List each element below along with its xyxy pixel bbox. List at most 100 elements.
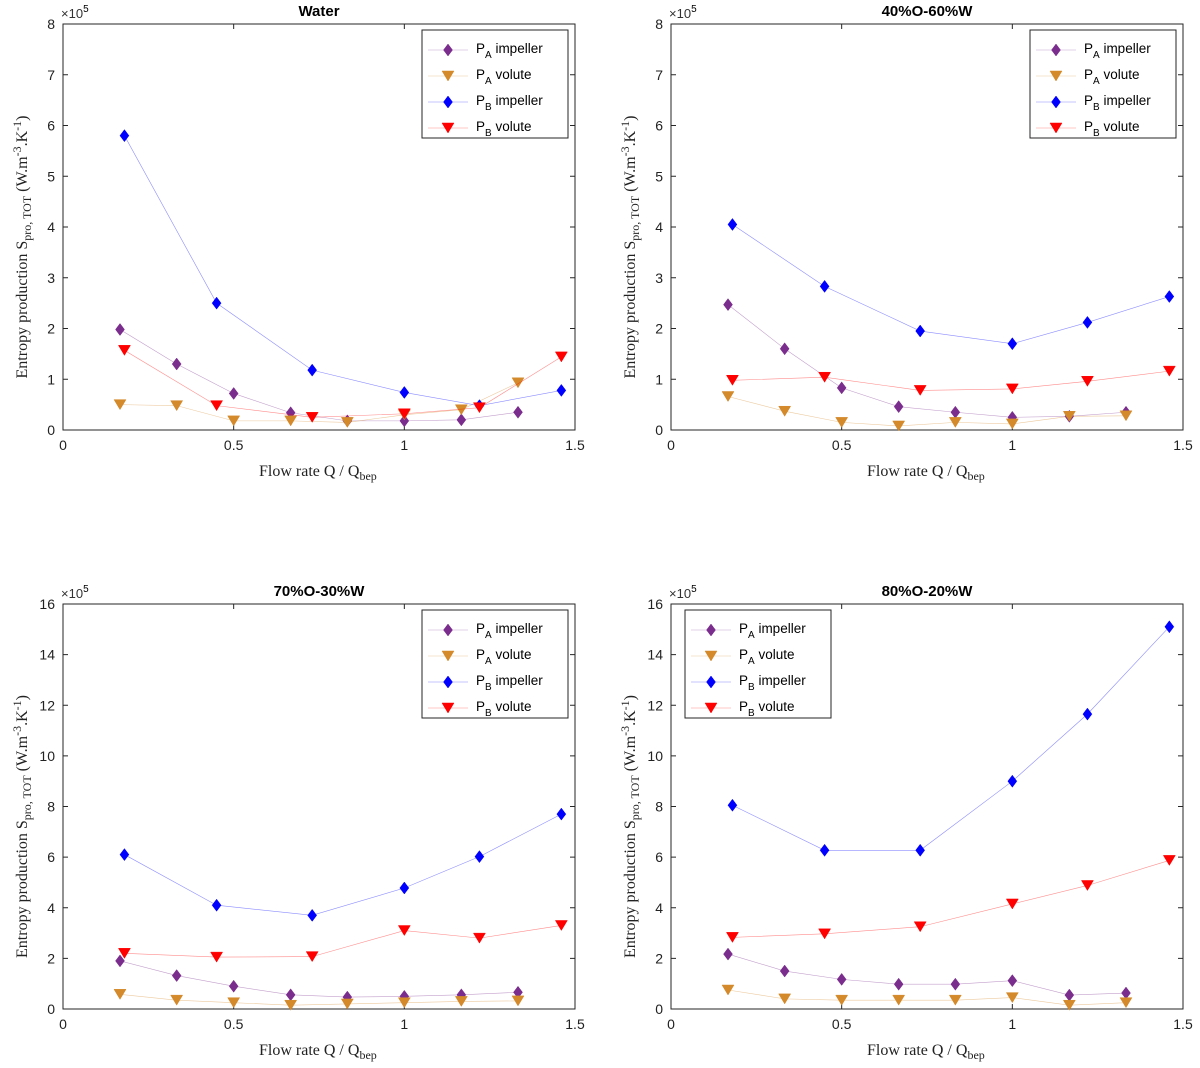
y-multiplier: ×105 xyxy=(669,584,697,601)
y-tick-label: 8 xyxy=(655,16,663,32)
legend-marker xyxy=(441,702,455,714)
legend-entry: PB volute xyxy=(739,699,794,719)
data-point xyxy=(819,843,830,857)
data-point xyxy=(554,351,568,363)
data-point xyxy=(399,386,410,399)
data-point xyxy=(1162,855,1176,866)
y-tick-label: 16 xyxy=(39,596,55,612)
y-tick-label: 6 xyxy=(47,118,55,134)
data-point xyxy=(1119,997,1133,1009)
data-point xyxy=(554,920,568,931)
data-point xyxy=(723,298,733,312)
data-point xyxy=(725,375,739,386)
y-axis-label: Entropy production Spro, TOT (W.m-3.K-1) xyxy=(10,695,34,958)
x-axis-label: Flow rate Q / Qbep xyxy=(259,463,377,483)
y-tick-label: 3 xyxy=(655,270,663,286)
data-point xyxy=(836,381,847,395)
data-point xyxy=(1164,290,1175,303)
series-line xyxy=(727,304,1127,418)
chart-panel-2: 40%O-60%W 0 0.5 1 1.5 0 1 2 3 4 5 6 7 8 ×105 Flow rate … xyxy=(618,3,1193,483)
data-point xyxy=(1062,411,1076,422)
x-tick-label: 0 xyxy=(59,1016,67,1032)
y-tick-label: 2 xyxy=(655,321,663,337)
y-tick-label: 0 xyxy=(47,1001,55,1017)
series-line xyxy=(124,925,562,958)
data-point xyxy=(727,798,738,812)
x-tick-label: 1 xyxy=(1008,437,1016,453)
data-point xyxy=(1005,418,1019,430)
legend-marker xyxy=(704,650,718,662)
legend-marker xyxy=(443,623,453,637)
data-point xyxy=(779,342,790,356)
data-point xyxy=(117,345,131,356)
y-tick-label: 6 xyxy=(47,849,55,865)
y-tick-label: 12 xyxy=(39,697,55,713)
data-point xyxy=(913,385,927,396)
y-tick-label: 0 xyxy=(655,1001,663,1017)
data-point xyxy=(397,925,411,937)
data-point xyxy=(948,994,962,1006)
legend-marker xyxy=(443,43,453,57)
x-tick-label: 1.5 xyxy=(565,437,585,453)
y-tick-label: 7 xyxy=(47,67,55,83)
series-line xyxy=(124,135,562,406)
legend-entry: PB volute xyxy=(476,699,531,719)
data-point xyxy=(1080,880,1094,891)
data-point xyxy=(284,415,298,427)
data-point xyxy=(454,996,468,1007)
data-point xyxy=(836,972,847,986)
series-line xyxy=(727,953,1127,996)
y-multiplier: ×105 xyxy=(61,4,89,21)
series-line xyxy=(732,860,1170,938)
data-point xyxy=(340,417,354,428)
data-point xyxy=(818,371,832,383)
y-tick-label: 8 xyxy=(655,799,663,815)
data-point xyxy=(340,998,354,1010)
data-point xyxy=(399,414,410,428)
y-tick-label: 1 xyxy=(655,371,663,387)
series-2 xyxy=(113,989,525,1011)
chart-title: 80%O-20%W xyxy=(882,583,974,600)
series-4 xyxy=(725,855,1176,943)
data-point xyxy=(1005,992,1019,1004)
data-point xyxy=(778,405,792,417)
data-point xyxy=(307,363,317,377)
y-tick-label: 16 xyxy=(647,596,663,612)
legend-marker xyxy=(443,675,453,689)
series-1 xyxy=(723,947,1131,1002)
data-point xyxy=(113,399,127,411)
legend-entry: PA impeller xyxy=(739,621,806,641)
y-tick-label: 3 xyxy=(47,270,55,286)
y-axis-label: Entropy production Spro, TOT (W.m-3.K-1) xyxy=(10,116,34,379)
chart-panel-4: 80%O-20%W 0 0.5 1 1.5 0 2 4 6 8 10 12 14 16 ×105 Flow r… xyxy=(618,583,1193,1062)
series-line xyxy=(124,350,562,418)
data-point xyxy=(1007,774,1018,788)
legend-marker xyxy=(441,650,455,662)
data-point xyxy=(227,997,241,1009)
data-point xyxy=(1007,974,1018,988)
x-axis-label: Flow rate Q / Qbep xyxy=(259,1042,377,1062)
legend-box xyxy=(421,29,569,139)
data-point xyxy=(397,997,411,1009)
y-tick-label: 8 xyxy=(47,16,55,32)
y-tick-label: 4 xyxy=(655,219,663,235)
legend-entry: PA impeller xyxy=(476,621,543,641)
series-3 xyxy=(119,807,567,922)
x-tick-label: 1.5 xyxy=(1173,1016,1193,1032)
y-multiplier: ×105 xyxy=(669,4,697,21)
y-tick-label: 10 xyxy=(647,748,663,764)
data-point xyxy=(721,984,735,996)
y-tick-label: 5 xyxy=(655,168,663,184)
data-point xyxy=(115,954,125,968)
data-point xyxy=(779,964,790,978)
data-point xyxy=(950,977,961,991)
chart-title: 70%O-30%W xyxy=(274,583,366,600)
series-4 xyxy=(117,920,568,963)
data-point xyxy=(1007,337,1018,351)
x-tick-label: 1 xyxy=(1008,1016,1016,1032)
data-point xyxy=(210,400,224,412)
x-tick-label: 0 xyxy=(667,437,675,453)
y-tick-label: 14 xyxy=(647,647,663,663)
data-point xyxy=(1164,620,1175,634)
